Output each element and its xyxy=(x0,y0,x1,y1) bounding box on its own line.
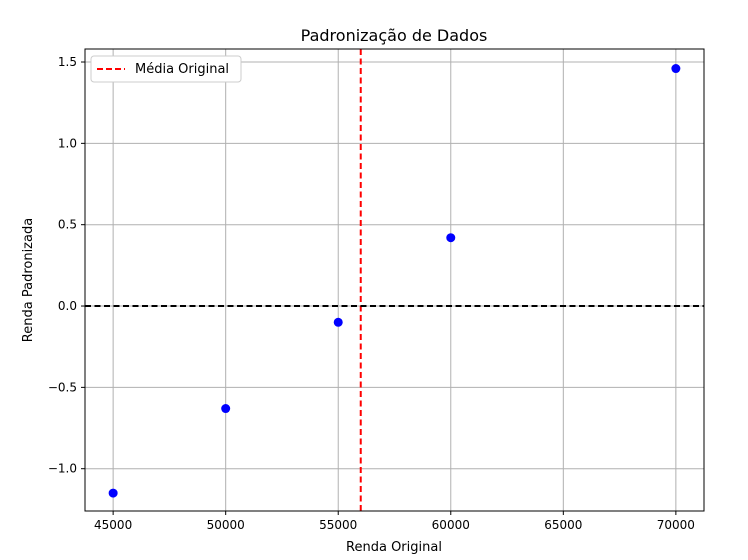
x-axis-ticks: 45000 50000 55000 60000 65000 70000 xyxy=(94,511,695,532)
scatter-point xyxy=(221,404,231,414)
chart-title: Padronização de Dados xyxy=(301,26,488,45)
x-axis-label: Renda Original xyxy=(346,540,442,555)
y-tick-label: −1.0 xyxy=(48,462,77,476)
y-axis-ticks: −1.0 −0.5 0.0 0.5 1.0 1.5 xyxy=(48,55,85,476)
y-tick-label: 1.5 xyxy=(58,55,77,69)
reference-lines xyxy=(85,49,704,511)
x-tick-label: 55000 xyxy=(319,518,357,532)
grid xyxy=(85,49,704,511)
x-tick-label: 50000 xyxy=(207,518,245,532)
data-points xyxy=(108,64,681,498)
y-tick-label: 0.5 xyxy=(58,218,77,232)
plot-frame xyxy=(84,48,705,512)
y-tick-label: −0.5 xyxy=(48,380,77,394)
plot-area xyxy=(85,49,704,511)
x-tick-label: 65000 xyxy=(544,518,582,532)
x-tick-label: 60000 xyxy=(432,518,470,532)
y-tick-label: 1.0 xyxy=(58,136,77,150)
scatter-point xyxy=(671,64,681,74)
x-tick-label: 45000 xyxy=(94,518,132,532)
legend: Média Original xyxy=(90,55,242,83)
legend-entry-media-original: Média Original xyxy=(135,62,229,77)
y-axis-label: Renda Padronizada xyxy=(21,218,36,342)
scatter-point xyxy=(333,317,343,327)
legend-box xyxy=(90,55,242,83)
y-tick-label: 0.0 xyxy=(58,299,77,313)
scatter-point xyxy=(446,233,456,243)
scatter-point xyxy=(108,488,118,498)
x-tick-label: 70000 xyxy=(657,518,695,532)
